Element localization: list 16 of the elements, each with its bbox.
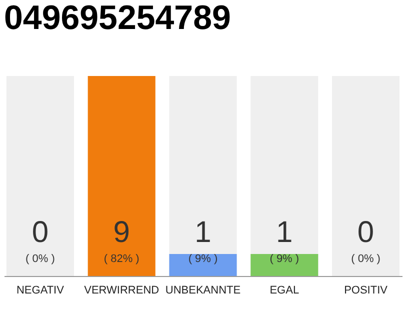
data-label: ( 0% ) [351,253,380,265]
annotation: 0 [357,216,374,249]
x-tick-label: VERWIRREND [84,284,160,296]
data-label: ( 9% ) [188,253,218,265]
annotation: 9 [113,216,130,249]
annotation: 1 [276,216,293,249]
data-label: ( 82% ) [104,253,140,265]
chart-title: 049695254789 [4,0,231,37]
annotation: 0 [32,216,49,249]
x-tick-label: POSITIV [344,284,388,296]
x-tick-label: UNBEKANNTE [165,284,241,296]
data-label: ( 9% ) [270,253,300,265]
x-tick-label: EGAL [270,284,300,296]
annotation: 1 [194,216,212,249]
x-tick-label: NEGATIV [16,284,65,296]
data-label: ( 0% ) [26,253,55,265]
